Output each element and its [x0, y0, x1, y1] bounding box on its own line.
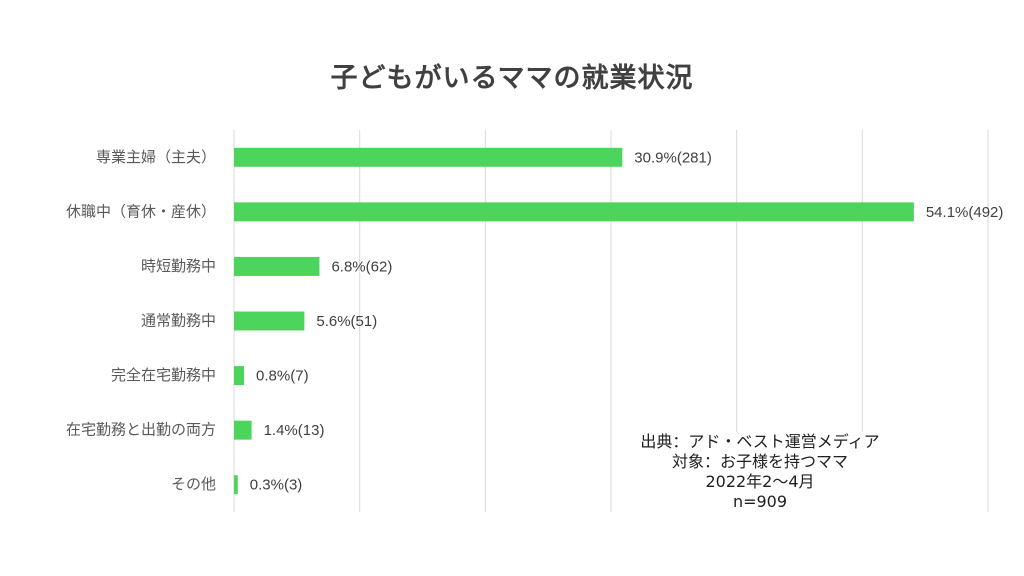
data-label: 1.4%(13)	[264, 422, 325, 439]
category-label: 時短勤務中	[141, 257, 216, 275]
category-label: 専業主婦（主夫）	[96, 148, 216, 166]
data-label: 30.9%(281)	[634, 149, 712, 166]
data-labels: 30.9%(281) 54.1%(492) 6.8%(62) 5.6%(51) 0.8%…	[250, 149, 1004, 493]
chart-title: 子どもがいるママの就業状況	[330, 63, 694, 94]
data-label: 0.8%(7)	[256, 368, 309, 385]
category-label: 完全在宅勤務中	[111, 366, 216, 384]
bar	[234, 475, 238, 495]
target-line: 対象：お子様を持つママ	[671, 452, 848, 471]
bar	[234, 366, 245, 386]
source-line: 出典：アド・ベスト運営メディア	[640, 432, 880, 451]
period-line: 2022年2〜4月	[705, 472, 815, 491]
bars	[234, 147, 914, 495]
bar	[234, 202, 914, 222]
bar	[234, 147, 623, 167]
sample-size-line: n=909	[732, 492, 788, 511]
data-label: 6.8%(62)	[331, 258, 392, 275]
category-label: 通常勤務中	[141, 312, 216, 330]
data-label: 54.1%(492)	[926, 204, 1004, 221]
bar	[234, 311, 305, 331]
source-note: 出典：アド・ベスト運営メディア 対象：お子様を持つママ 2022年2〜4月 n=…	[640, 432, 880, 512]
bar	[234, 420, 252, 440]
category-label: 休職中（育休・産休）	[66, 202, 216, 220]
category-label: 在宅勤務と出勤の両方	[66, 421, 216, 439]
category-label: その他	[171, 475, 216, 493]
data-label: 5.6%(51)	[316, 313, 377, 330]
data-label: 0.3%(3)	[250, 477, 303, 494]
category-labels: 専業主婦（主夫） 休職中（育休・産休） 時短勤務中通常勤務中完全在宅勤務中在宅勤務と…	[66, 148, 216, 493]
bar	[234, 256, 320, 276]
